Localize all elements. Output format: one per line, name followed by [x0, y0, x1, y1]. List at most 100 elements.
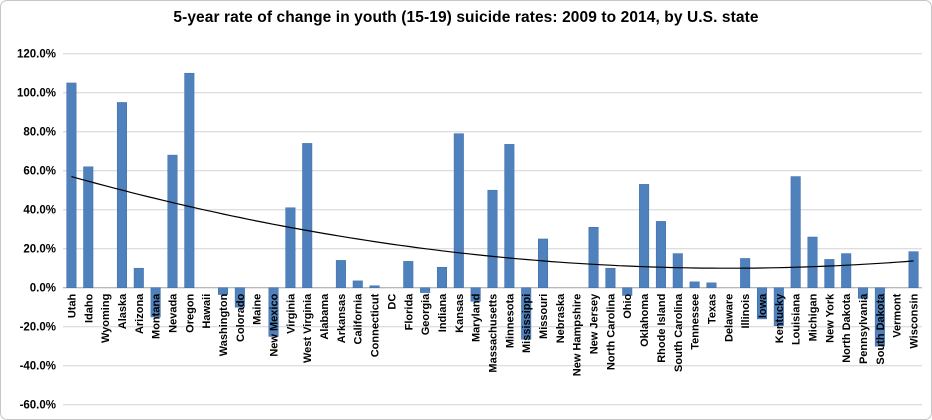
x-label-georgia: Georgia	[420, 293, 432, 335]
y-tick-label: 20.0%	[23, 244, 56, 256]
bar-north-carolina	[605, 267, 616, 288]
x-label-wyoming: Wyoming	[100, 294, 112, 343]
x-label-new-mexico: New Mexico	[269, 293, 281, 356]
y-tick-label: -20.0%	[20, 322, 56, 334]
x-label-delaware: Delaware	[723, 294, 735, 342]
chart-title: 5-year rate of change in youth (15-19) s…	[173, 9, 759, 26]
bar-oregon	[184, 72, 195, 288]
bar-arkansas	[335, 260, 346, 288]
bar-minnesota	[504, 144, 515, 288]
bar-arizona	[133, 267, 144, 288]
x-label-maryland: Maryland	[471, 294, 483, 342]
bar-west-virginia	[302, 143, 313, 288]
bar-utah	[66, 82, 77, 288]
bar-ohio	[622, 287, 633, 296]
x-label-tennessee: Tennessee	[690, 294, 702, 350]
bar-california	[352, 280, 363, 288]
x-label-connecticut: Connecticut	[370, 293, 382, 357]
x-label-kansas: Kansas	[454, 294, 466, 333]
y-tick-label: 40.0%	[23, 205, 56, 217]
bar-rhode-island	[655, 221, 666, 288]
x-label-utah: Utah	[66, 293, 78, 318]
x-label-minnesota: Minnesota	[504, 293, 516, 348]
y-tick-label: -40.0%	[20, 361, 56, 373]
x-label-montana: Montana	[151, 293, 163, 339]
bar-pennsylvania	[858, 287, 869, 299]
x-label-oregon: Oregon	[184, 293, 196, 332]
bar-louisiana	[790, 176, 801, 288]
x-label-texas: Texas	[706, 294, 718, 324]
x-label-illinois: Illinois	[740, 294, 752, 329]
x-label-arizona: Arizona	[134, 293, 146, 334]
bar-kansas	[453, 133, 464, 288]
bar-oklahoma	[639, 184, 650, 288]
y-tick-label: 0.0%	[30, 283, 56, 295]
bar-wisconsin	[908, 251, 919, 288]
bar-new-jersey	[588, 227, 599, 288]
bar-illinois	[740, 258, 751, 288]
x-label-hawaii: Hawaii	[201, 294, 213, 329]
bar-nevada	[167, 154, 178, 288]
bar-south-carolina	[672, 253, 683, 288]
y-tick-label: 80.0%	[23, 127, 56, 139]
x-label-maine: Maine	[252, 294, 264, 325]
x-label-idaho: Idaho	[83, 293, 95, 323]
x-label-virginia: Virginia	[285, 293, 297, 334]
bar-new-york	[824, 259, 835, 288]
x-label-alaska: Alaska	[117, 293, 129, 329]
bar-georgia	[420, 287, 431, 293]
x-label-indiana: Indiana	[437, 293, 449, 332]
x-label-massachusetts: Massachusetts	[488, 294, 500, 373]
x-label-oklahoma: Oklahoma	[639, 293, 651, 347]
bar-massachusetts	[487, 189, 498, 288]
x-label-north-carolina: North Carolina	[605, 293, 617, 370]
y-tick-label: -60.0%	[20, 400, 56, 412]
x-label-california: California	[353, 293, 365, 345]
x-label-florida: Florida	[403, 293, 415, 331]
x-label-alabama: Alabama	[319, 293, 331, 340]
bar-alaska	[116, 102, 127, 288]
x-label-ohio: Ohio	[622, 293, 634, 318]
x-label-rhode-island: Rhode Island	[656, 294, 668, 363]
bar-kentucky	[773, 287, 784, 326]
bar-maryland	[470, 287, 481, 302]
x-label-arkansas: Arkansas	[336, 294, 348, 344]
bar-montana	[150, 287, 161, 318]
x-label-colorado: Colorado	[235, 293, 247, 342]
bar-new-mexico	[268, 287, 279, 337]
x-label-michigan: Michigan	[808, 293, 820, 341]
x-label-new-york: New York	[824, 293, 836, 343]
bar-michigan	[807, 236, 818, 288]
bar-north-dakota	[841, 253, 852, 288]
bar-indiana	[436, 266, 447, 288]
bar-texas	[706, 282, 717, 288]
x-label-west-virginia: West Virginia	[302, 293, 314, 363]
x-label-south-carolina: South Carolina	[673, 293, 685, 372]
y-tick-label: 100.0%	[17, 88, 56, 100]
x-label-south-dakota: South Dakota	[875, 293, 887, 365]
x-label-missouri: Missouri	[538, 294, 550, 339]
y-tick-label: 120.0%	[17, 49, 56, 61]
bar-idaho	[83, 166, 94, 288]
x-label-kentucky: Kentucky	[774, 293, 786, 343]
x-label-new-jersey: New Jersey	[589, 293, 601, 354]
trendline	[71, 176, 914, 269]
x-label-iowa: Iowa	[757, 293, 769, 318]
bar-connecticut	[369, 285, 380, 288]
x-label-mississippi: Mississippi	[521, 294, 533, 353]
bar-tennessee	[689, 281, 700, 288]
x-label-pennsylvania: Pennsylvania	[858, 293, 870, 364]
bar-missouri	[538, 238, 549, 288]
y-tick-label: 60.0%	[23, 166, 56, 178]
x-label-washington: Washington	[218, 293, 230, 356]
x-label-north-dakota: North Dakota	[841, 293, 853, 363]
bar-south-dakota	[874, 287, 885, 347]
bar-florida	[403, 261, 414, 288]
x-label-wisconsin: Wisconsin	[909, 293, 921, 348]
bar-colorado	[234, 287, 245, 308]
x-label-louisiana: Louisiana	[791, 293, 803, 345]
bar-iowa	[756, 287, 767, 320]
bar-virginia	[285, 207, 296, 288]
